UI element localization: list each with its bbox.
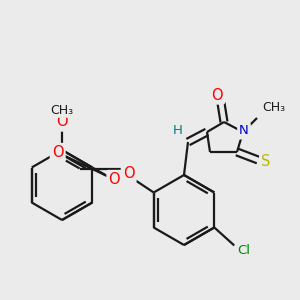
Text: O: O: [211, 88, 223, 103]
Text: S: S: [261, 154, 271, 169]
Text: N: N: [239, 124, 249, 137]
Text: CH₃: CH₃: [262, 101, 285, 114]
Text: CH₃: CH₃: [50, 103, 74, 116]
Text: H: H: [173, 124, 183, 136]
Text: Cl: Cl: [237, 244, 250, 257]
Text: O: O: [52, 145, 64, 160]
Text: O: O: [123, 166, 134, 181]
Text: O: O: [56, 115, 68, 130]
Text: O: O: [109, 172, 120, 187]
